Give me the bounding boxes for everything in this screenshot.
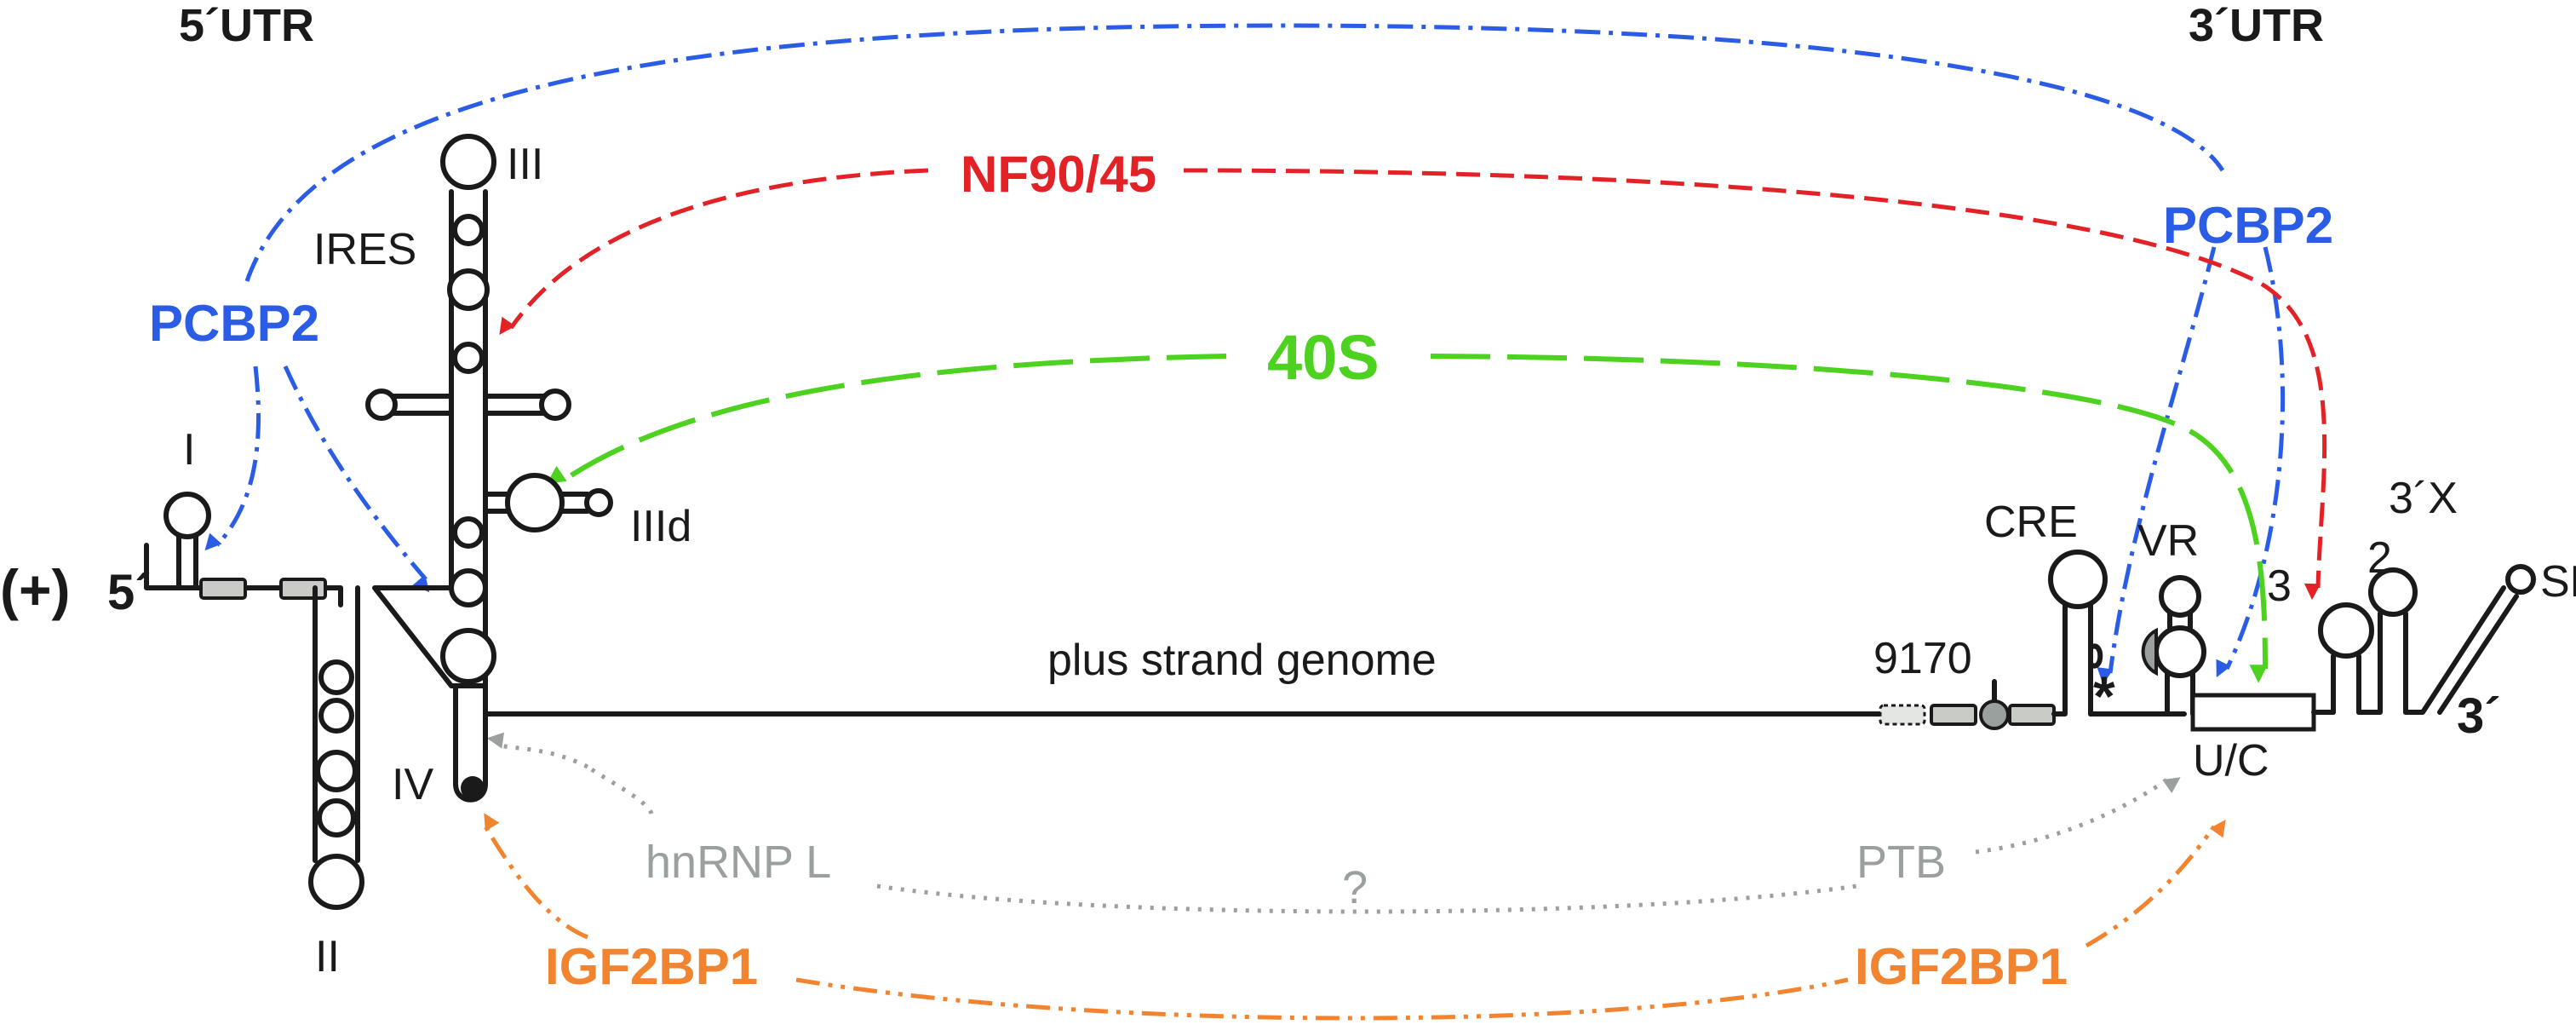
position-9170-elements xyxy=(1879,679,2056,730)
unknown-link-label: ? xyxy=(1342,862,1368,913)
three-prime-X xyxy=(2318,564,2536,715)
ires-label: IRES xyxy=(313,225,416,274)
pcbp2-right-arrow-to-VR xyxy=(2216,246,2286,678)
domain-III-label: III xyxy=(507,140,543,189)
interaction-arrows xyxy=(204,23,2327,1021)
cre-label: CRE xyxy=(1984,498,2078,547)
uc-region-box xyxy=(2190,693,2316,732)
pcbp2-left-arrow-to-I xyxy=(204,365,261,551)
ptb-label: PTB xyxy=(1856,837,1946,888)
stem-loop-I xyxy=(164,492,211,590)
CRE-stem-loop xyxy=(2048,550,2108,717)
igf2bp1-left-label: IGF2BP1 xyxy=(545,938,758,995)
pcbp2-left-label: PCBP2 xyxy=(149,295,319,352)
uc-label: U/C xyxy=(2193,736,2269,786)
pcbp2-right-label: PCBP2 xyxy=(2163,197,2333,254)
five-prime-label: 5´ xyxy=(107,565,152,620)
polarity-label: (+) xyxy=(0,558,71,621)
text-labels: 5´UTR 3´UTR (+) 5´ 3´ plus strand genome… xyxy=(0,0,2576,995)
sl3-label: 3 xyxy=(2267,561,2292,611)
ribosome40s-label: 40S xyxy=(1267,322,1380,393)
igf2bp1-right-label: IGF2BP1 xyxy=(1855,938,2068,995)
pcbp2-left-arrow-to-IRES xyxy=(283,365,430,593)
star-marker: * xyxy=(2093,665,2115,728)
igf2bp1-arrow-to-IV xyxy=(483,813,588,940)
header-3utr: 3´UTR xyxy=(2189,0,2324,51)
three-prime-x-label: 3´X xyxy=(2389,474,2458,523)
pcbp2-long-arc xyxy=(244,23,2225,282)
igf2bp1-arrow-to-UC xyxy=(2085,819,2226,948)
vr-label: VR xyxy=(2137,516,2199,566)
header-5utr: 5´UTR xyxy=(179,0,314,51)
gray-dotted-arc-bottom xyxy=(876,883,1857,914)
sl1-label: SL1 xyxy=(2540,557,2576,607)
pcbp2-right-arrow-to-star xyxy=(2097,246,2217,685)
rna-structure xyxy=(144,134,2536,910)
domain-I-label: I xyxy=(183,425,195,475)
pos-9170-label: 9170 xyxy=(1873,634,1972,683)
ribosome40s-arrow-to-UC xyxy=(1430,354,2268,683)
nf90-arrow-to-3X xyxy=(1183,168,2327,601)
domain-II-label: II xyxy=(315,932,340,981)
three-prime-label: 3´ xyxy=(2457,688,2501,744)
leader-box-1 xyxy=(199,578,247,600)
domain-IIId-label: IIId xyxy=(630,502,691,551)
domain-IV xyxy=(453,683,488,803)
hnrnpl-label: hnRNP L xyxy=(645,837,831,888)
ptb-arrow-to-UC xyxy=(1975,777,2181,855)
igf2bp1-bottom-arc xyxy=(795,977,1849,1021)
hnrnpl-arrow-to-IV xyxy=(486,732,589,769)
nf90-label: NF90/45 xyxy=(961,146,1156,203)
genome-label: plus strand genome xyxy=(1047,636,1437,685)
domain-II xyxy=(308,585,364,910)
leader-box-2 xyxy=(279,578,327,600)
vr-gray-partner xyxy=(2141,627,2158,676)
domain-III xyxy=(365,134,613,688)
sl2-label: 2 xyxy=(2367,533,2392,583)
nf90-arrow-to-IRES xyxy=(499,168,929,336)
hnrnpl-ptb-dotted-link xyxy=(586,764,654,815)
VR-stem-loops xyxy=(2141,575,2206,717)
start-codon-dot xyxy=(461,776,485,800)
ribosome40s-arrow-to-IIId xyxy=(546,354,1227,484)
domain-IV-label: IV xyxy=(392,760,433,809)
